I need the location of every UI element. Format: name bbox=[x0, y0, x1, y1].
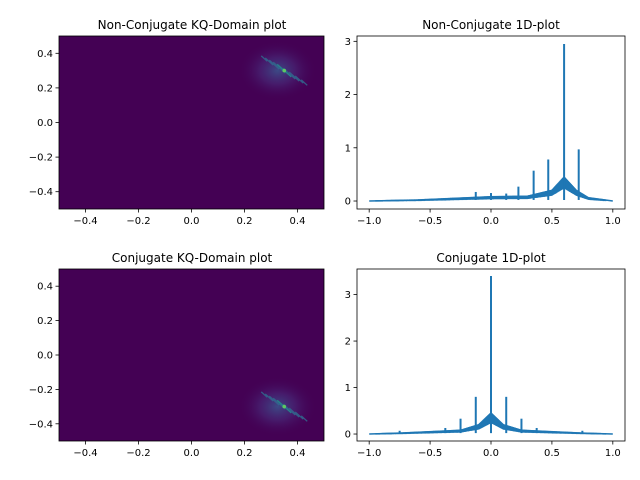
nc-1d-xtick-label: 1.0 bbox=[605, 216, 621, 227]
nc-kq-hotspot bbox=[238, 40, 317, 101]
nc-kq-ytick-label: −0.2 bbox=[29, 153, 53, 164]
nc-1d-xtick-label: −0.5 bbox=[418, 216, 442, 227]
nc-1d-title: Non-Conjugate 1D-plot bbox=[422, 18, 560, 32]
nc-kq-streak bbox=[260, 55, 268, 62]
c-kq-hotspot bbox=[238, 376, 317, 437]
c-1d-ytick-label: 2 bbox=[345, 337, 351, 348]
nc-kq-xtick-label: 0.2 bbox=[237, 216, 253, 227]
nc-1d-panel: Non-Conjugate 1D-plot −1.0 −0.5 0.0 0.5 1.0 0… bbox=[345, 18, 626, 227]
nc-kq-title: Non-Conjugate KQ-Domain plot bbox=[98, 18, 287, 32]
nc-kq-streak bbox=[264, 57, 274, 66]
c-kq-streak bbox=[288, 407, 300, 418]
nc-kq-panel: Non-Conjugate KQ-Domain plot −0.4 −0.2 0.0… bbox=[29, 18, 325, 227]
c-1d-title: Conjugate 1D-plot bbox=[436, 251, 546, 265]
c-kq-title: Conjugate KQ-Domain plot bbox=[112, 251, 273, 265]
c-kq-ytick-label: 0.2 bbox=[37, 316, 53, 327]
nc-1d-ytick-label: 2 bbox=[345, 90, 351, 101]
nc-1d-plot-area: −1.0 −0.5 0.0 0.5 1.0 0 1 2 3 bbox=[345, 35, 626, 227]
nc-kq-ytick-label: 0.4 bbox=[37, 49, 53, 60]
nc-kq-xtick-label: −0.2 bbox=[126, 216, 150, 227]
c-1d-plot-area: −1.0 −0.5 0.0 0.5 1.0 0 1 2 3 bbox=[345, 268, 626, 459]
c-1d-xtick-label: 1.0 bbox=[605, 448, 621, 459]
nc-kq-peak bbox=[282, 68, 287, 73]
c-kq-xtick-label: 0.2 bbox=[237, 448, 253, 459]
c-kq-xtick-label: 0.0 bbox=[184, 448, 200, 459]
c-kq-ytick-label: 0.0 bbox=[37, 351, 53, 362]
c-kq-plot-area: −0.4 −0.2 0.0 0.2 0.4 −0.4 −0.2 0.0 0.2 0.4 bbox=[29, 268, 325, 459]
nc-kq-streak bbox=[268, 59, 280, 70]
c-1d-ytick-label: 1 bbox=[345, 383, 351, 394]
nc-kq-plot-area: −0.4 −0.2 0.0 0.2 0.4 −0.4 −0.2 0.0 0.2 0.4 bbox=[29, 35, 325, 227]
c-1d-ytick-label: 3 bbox=[345, 290, 351, 301]
c-kq-ytick-label: 0.4 bbox=[37, 282, 53, 293]
nc-kq-ytick-label: 0.0 bbox=[37, 118, 53, 129]
c-1d-xtick-label: 0.5 bbox=[544, 448, 560, 459]
nc-1d-ytick-label: 0 bbox=[345, 197, 351, 208]
nc-kq-xtick-label: 0.4 bbox=[290, 216, 306, 227]
c-kq-xtick-label: −0.2 bbox=[126, 448, 150, 459]
nc-kq-xtick-label: −0.4 bbox=[73, 216, 97, 227]
c-kq-streak bbox=[294, 411, 304, 420]
nc-1d-xtick-label: 0.5 bbox=[544, 216, 560, 227]
c-1d-xtick-label: 0.0 bbox=[483, 448, 499, 459]
c-kq-peak bbox=[282, 404, 287, 409]
nc-1d-xtick-label: −1.0 bbox=[357, 216, 381, 227]
c-kq-ytick-label: −0.2 bbox=[29, 385, 53, 396]
c-kq-streak bbox=[260, 391, 268, 398]
c-kq-xtick-label: 0.4 bbox=[290, 448, 306, 459]
c-1d-ytick-label: 0 bbox=[345, 430, 351, 441]
nc-kq-ytick-label: −0.4 bbox=[29, 187, 53, 198]
c-1d-xtick-label: −1.0 bbox=[357, 448, 381, 459]
nc-kq-streak bbox=[294, 75, 304, 84]
c-kq-ytick-label: −0.4 bbox=[29, 419, 53, 430]
c-1d-xtick-label: −0.5 bbox=[418, 448, 442, 459]
nc-1d-ytick-label: 3 bbox=[345, 37, 351, 48]
c-kq-streak bbox=[300, 415, 308, 422]
c-kq-panel: Conjugate KQ-Domain plot −0.4 −0.2 0.0 0.2 0… bbox=[29, 251, 325, 459]
nc-kq-streak bbox=[300, 79, 308, 86]
nc-1d-axes-frame bbox=[356, 35, 626, 210]
c-1d-panel: Conjugate 1D-plot −1.0 −0.5 0.0 0.5 1.0 0 1 2 3 bbox=[345, 251, 626, 459]
c-kq-streak bbox=[264, 393, 274, 402]
c-kq-xtick-label: −0.4 bbox=[73, 448, 97, 459]
nc-kq-xtick-label: 0.0 bbox=[184, 216, 200, 227]
nc-kq-ytick-label: 0.2 bbox=[37, 83, 53, 94]
nc-1d-xtick-label: 0.0 bbox=[483, 216, 499, 227]
nc-1d-ytick-label: 1 bbox=[345, 143, 351, 154]
c-kq-streak bbox=[268, 395, 280, 406]
nc-kq-streak bbox=[288, 71, 300, 82]
